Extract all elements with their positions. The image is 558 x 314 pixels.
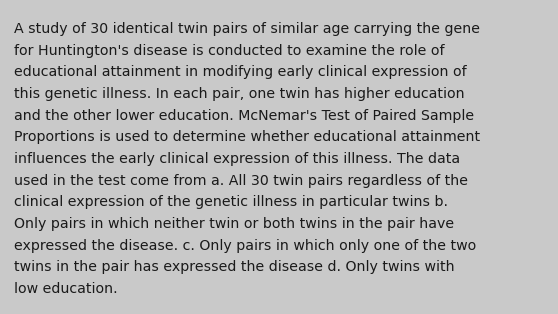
Text: influences the early clinical expression of this illness. The data: influences the early clinical expression…	[14, 152, 460, 166]
Text: A study of 30 identical twin pairs of similar age carrying the gene: A study of 30 identical twin pairs of si…	[14, 22, 480, 36]
Text: Proportions is used to determine whether educational attainment: Proportions is used to determine whether…	[14, 130, 480, 144]
Text: clinical expression of the genetic illness in particular twins b.: clinical expression of the genetic illne…	[14, 195, 448, 209]
Text: used in the test come from a. All 30 twin pairs regardless of the: used in the test come from a. All 30 twi…	[14, 174, 468, 188]
Text: expressed the disease. c. Only pairs in which only one of the two: expressed the disease. c. Only pairs in …	[14, 239, 476, 253]
Text: educational attainment in modifying early clinical expression of: educational attainment in modifying earl…	[14, 65, 466, 79]
Text: for Huntington's disease is conducted to examine the role of: for Huntington's disease is conducted to…	[14, 44, 445, 58]
Text: Only pairs in which neither twin or both twins in the pair have: Only pairs in which neither twin or both…	[14, 217, 454, 231]
Text: twins in the pair has expressed the disease d. Only twins with: twins in the pair has expressed the dise…	[14, 260, 455, 274]
Text: low education.: low education.	[14, 282, 118, 296]
Text: and the other lower education. McNemar's Test of Paired Sample: and the other lower education. McNemar's…	[14, 109, 474, 123]
Text: this genetic illness. In each pair, one twin has higher education: this genetic illness. In each pair, one …	[14, 87, 465, 101]
